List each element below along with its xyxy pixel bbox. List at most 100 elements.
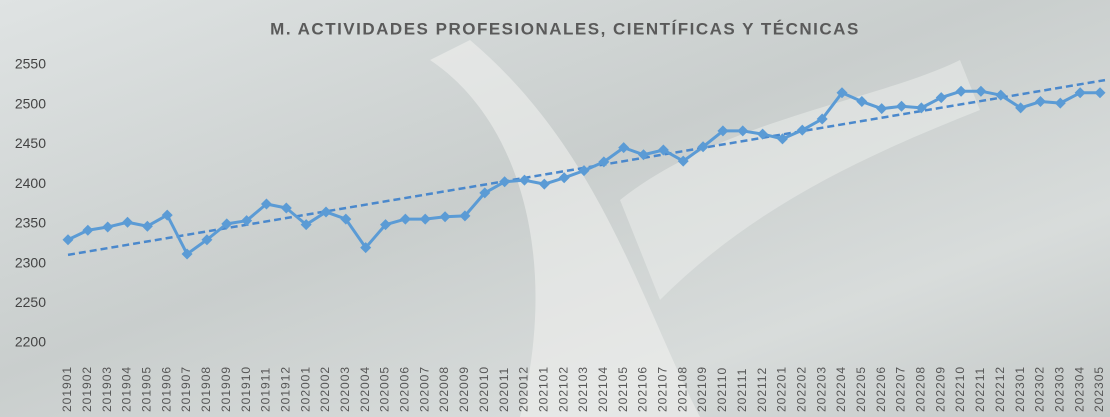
- x-tick-label: 202002: [318, 366, 332, 412]
- marker: [518, 174, 530, 186]
- x-tick-label: 202004: [358, 366, 372, 412]
- x-tick-label: 202101: [536, 366, 550, 412]
- x-tick-label: 202201: [775, 366, 789, 412]
- y-tick-label: 2450: [15, 135, 46, 151]
- x-tick-label: 202305: [1092, 366, 1106, 412]
- marker: [677, 155, 689, 167]
- marker: [300, 219, 312, 231]
- x-tick-label: 202204: [834, 366, 848, 412]
- marker: [896, 100, 908, 112]
- x-tick-label: 202111: [735, 368, 749, 412]
- x-tick-label: 202203: [814, 366, 828, 412]
- marker: [380, 219, 392, 231]
- x-tick-label: 202008: [437, 366, 451, 412]
- x-tick-label: 202206: [874, 366, 888, 412]
- x-tick-label: 202105: [616, 366, 630, 412]
- x-tick-label: 202009: [457, 366, 471, 412]
- marker: [181, 248, 193, 260]
- chart-title: M. ACTIVIDADES PROFESIONALES, CIENTÍFICA…: [270, 19, 860, 38]
- marker: [459, 210, 471, 222]
- x-tick-label: 202207: [894, 366, 908, 412]
- marker: [122, 216, 134, 228]
- x-tick-label: 201905: [140, 366, 154, 412]
- marker: [717, 125, 729, 137]
- marker: [102, 221, 114, 233]
- marker: [657, 144, 669, 156]
- x-tick-label: 201904: [120, 366, 134, 412]
- x-tick-label: 201903: [100, 366, 114, 412]
- marker: [955, 85, 967, 97]
- marker: [558, 172, 570, 184]
- marker: [578, 165, 590, 177]
- marker: [1054, 97, 1066, 109]
- x-tick-label: 202001: [298, 366, 312, 412]
- background-shape: [430, 40, 700, 417]
- marker: [935, 92, 947, 104]
- y-tick-label: 2250: [15, 294, 46, 310]
- x-tick-label: 202104: [596, 366, 610, 412]
- marker: [161, 209, 173, 221]
- marker: [340, 213, 352, 225]
- x-tick-label: 202006: [398, 366, 412, 412]
- marker: [697, 141, 709, 153]
- x-tick-label: 202301: [1013, 366, 1027, 412]
- marker: [757, 128, 769, 140]
- x-tick-label: 202112: [755, 367, 769, 412]
- marker: [419, 213, 431, 225]
- marker: [995, 89, 1007, 101]
- x-tick-label: 202005: [378, 366, 392, 412]
- marker: [538, 178, 550, 190]
- x-tick-label: 201907: [179, 366, 193, 412]
- marker: [1074, 87, 1086, 99]
- x-tick-label: 202208: [914, 366, 928, 412]
- marker: [201, 234, 213, 246]
- x-tick-label: 202302: [1033, 366, 1047, 412]
- y-tick-label: 2300: [15, 254, 46, 270]
- background-shape: [620, 60, 980, 300]
- x-tick-label: 202012: [517, 366, 531, 412]
- x-tick-label: 201908: [199, 366, 213, 412]
- marker: [439, 211, 451, 223]
- marker: [1094, 87, 1106, 99]
- marker: [915, 102, 927, 114]
- x-tick-label: 201901: [60, 366, 74, 412]
- x-tick-label: 201909: [219, 366, 233, 412]
- x-tick-label: 202103: [576, 366, 590, 412]
- x-tick-label: 202109: [695, 366, 709, 412]
- x-tick-label: 202010: [477, 366, 491, 412]
- marker: [499, 176, 511, 188]
- marker: [320, 206, 332, 218]
- x-tick-label: 202304: [1072, 366, 1086, 412]
- x-tick-label: 202007: [417, 366, 431, 412]
- x-tick-label: 202110: [715, 367, 729, 412]
- x-tick-label: 202303: [1052, 366, 1066, 412]
- marker: [221, 218, 233, 230]
- x-tick-label: 201906: [159, 366, 173, 412]
- x-tick-label: 202202: [794, 366, 808, 412]
- x-tick-label: 202209: [933, 366, 947, 412]
- x-tick-label: 202003: [338, 366, 352, 412]
- marker: [62, 234, 74, 246]
- marker: [598, 156, 610, 168]
- marker: [241, 215, 253, 227]
- x-tick-label: 202107: [656, 366, 670, 412]
- marker: [856, 96, 868, 108]
- marker: [776, 133, 788, 145]
- x-tick-label: 201902: [80, 366, 94, 412]
- x-tick-label: 202106: [636, 366, 650, 412]
- marker: [479, 187, 491, 199]
- marker: [1034, 96, 1046, 108]
- marker: [1015, 102, 1027, 114]
- y-tick-label: 2350: [15, 215, 46, 231]
- marker: [618, 142, 630, 154]
- x-tick-label: 202205: [854, 366, 868, 412]
- marker: [836, 87, 848, 99]
- y-tick-label: 2550: [15, 56, 46, 72]
- marker: [975, 85, 987, 97]
- marker: [141, 220, 153, 232]
- x-tick-label: 202211: [973, 367, 987, 412]
- marker: [796, 124, 808, 136]
- marker: [638, 149, 650, 161]
- marker: [816, 113, 828, 125]
- x-tick-label: 201911: [259, 367, 273, 412]
